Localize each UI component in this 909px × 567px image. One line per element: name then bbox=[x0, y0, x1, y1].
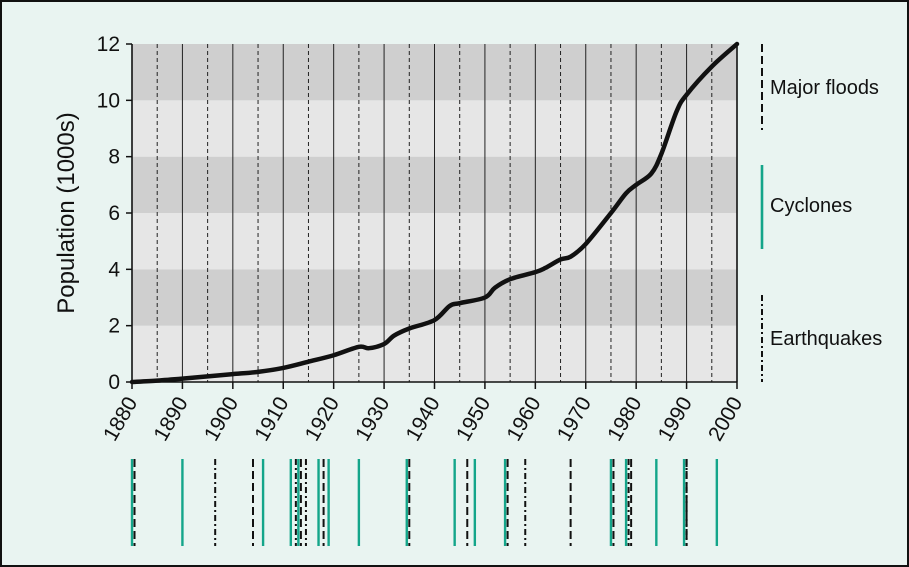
vertical-grid bbox=[131, 44, 738, 383]
x-tick-label: 1970 bbox=[553, 393, 596, 445]
legend-label: Cyclones bbox=[770, 195, 852, 217]
y-tick-label: 6 bbox=[108, 202, 120, 225]
y-tick-label: 12 bbox=[97, 33, 120, 56]
legend: Major floods Cyclones Earthquakes bbox=[760, 44, 882, 382]
x-tick-label: 2000 bbox=[704, 393, 747, 445]
y-tick-label: 4 bbox=[108, 258, 120, 281]
y-tick-label: 2 bbox=[108, 315, 120, 338]
x-tick-label: 1960 bbox=[502, 393, 545, 445]
x-tick-label: 1920 bbox=[301, 393, 344, 445]
x-tick-label: 1950 bbox=[452, 393, 495, 445]
x-tick-label: 1880 bbox=[99, 393, 142, 445]
x-tick-label: 1940 bbox=[402, 393, 445, 445]
y-tick-label: 10 bbox=[97, 89, 120, 112]
x-tick-label: 1890 bbox=[149, 393, 192, 445]
event-strip bbox=[130, 459, 719, 546]
x-tick-label: 1980 bbox=[603, 393, 646, 445]
x-tick-label: 1900 bbox=[200, 393, 243, 445]
legend-label: Major floods bbox=[770, 77, 879, 99]
x-tick-label: 1910 bbox=[250, 393, 293, 445]
x-tick-label: 1930 bbox=[351, 393, 394, 445]
y-tick-label: 0 bbox=[108, 371, 120, 394]
population-series bbox=[129, 41, 740, 385]
x-tick-label: 1990 bbox=[654, 393, 697, 445]
y-axis-ticks: 0 2 4 6 8 10 12 bbox=[97, 33, 132, 394]
legend-label: Earthquakes bbox=[770, 328, 882, 350]
population-line bbox=[129, 41, 740, 385]
x-axis-ticks: 1880 1890 1900 1910 1920 1930 1940 1950 1960 1970… bbox=[99, 382, 747, 445]
y-axis-label: Population (1000s) bbox=[53, 112, 80, 313]
y-tick-label: 8 bbox=[108, 146, 120, 169]
